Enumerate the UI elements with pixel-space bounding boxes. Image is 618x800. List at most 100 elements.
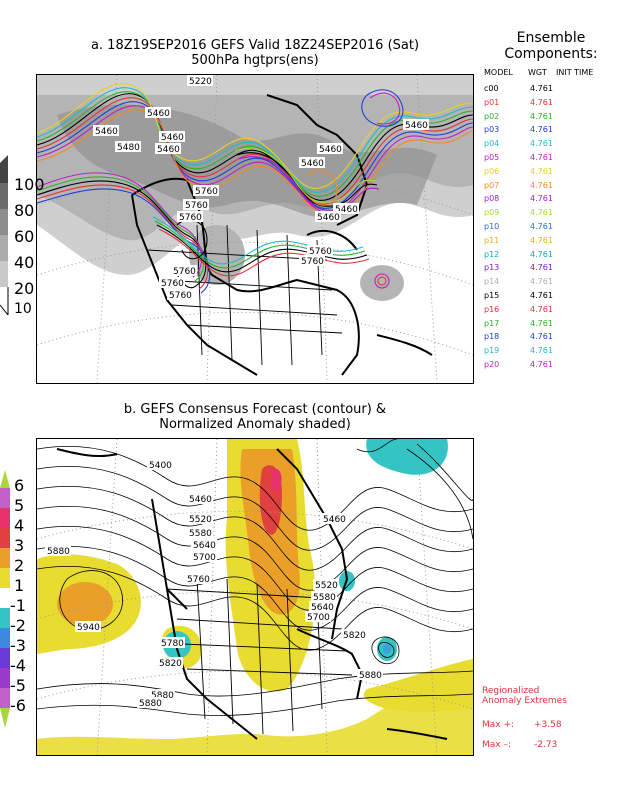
- extremes-title-line2: Anomaly Extremes: [482, 696, 567, 706]
- member-name: p14: [484, 277, 500, 287]
- max-minus-label: Max –:: [482, 740, 511, 750]
- svg-text:5760: 5760: [309, 247, 332, 257]
- ensemble-member-row: p06 4.761: [484, 167, 614, 180]
- svg-text:5520: 5520: [315, 581, 338, 591]
- member-weight: 4.761: [530, 332, 553, 342]
- member-weight: 4.761: [530, 360, 553, 369]
- member-name: p08: [484, 194, 500, 204]
- colorbar-b-label: 5: [14, 496, 25, 515]
- contour-label: 5460: [321, 513, 347, 525]
- contour-label: 5520: [187, 513, 213, 525]
- contour-label: 5760: [171, 265, 197, 277]
- ensemble-member-row: p04 4.761: [484, 139, 614, 152]
- panel-b-contour-labels: 5400 5460 5520 5580 5640 5700 5760 5880 …: [45, 459, 383, 709]
- contour-label: 5460: [315, 211, 341, 223]
- contour-label: 5700: [191, 551, 217, 563]
- svg-text:5760: 5760: [301, 257, 324, 267]
- member-weight: 4.761: [530, 125, 553, 135]
- contour-label: 5520: [313, 579, 339, 591]
- colorbar-b-label: -6: [10, 696, 26, 715]
- ensemble-member-row: p01 4.761: [484, 98, 614, 111]
- svg-text:5760: 5760: [173, 267, 196, 277]
- svg-text:5460: 5460: [189, 495, 212, 505]
- contour-label: 5580: [187, 527, 213, 539]
- colorbar-b-label: 6: [14, 476, 25, 495]
- member-name: p20: [484, 360, 500, 369]
- colorbar-a-label: 100: [14, 175, 45, 194]
- member-weight: 4.761: [530, 277, 553, 287]
- ensemble-member-row: p10 4.761: [484, 222, 614, 235]
- ensemble-member-row: p14 4.761: [484, 277, 614, 290]
- anomaly-extremes: Regionalized Anomaly Extremes Max +: +3.…: [482, 686, 616, 752]
- anomaly-neg-northeast: [366, 439, 448, 475]
- contour-label: 5460: [317, 143, 343, 155]
- colorbar-b-label: -3: [10, 636, 26, 655]
- contour-label: 5760: [299, 255, 325, 267]
- contour-label: 5760: [167, 289, 193, 301]
- svg-text:5700: 5700: [193, 553, 216, 563]
- col-init-time: INIT TIME: [556, 68, 594, 77]
- extremes-title-line1: Regionalized: [482, 686, 540, 696]
- member-name: p06: [484, 166, 500, 176]
- member-weight: 4.761: [530, 166, 553, 176]
- member-weight: 4.761: [530, 346, 553, 356]
- panel-a-colorbar-svg: [0, 155, 9, 317]
- contour-label: 5760: [305, 615, 331, 627]
- member-name: p11: [484, 235, 500, 245]
- colorbar-a-label: 60: [14, 227, 35, 246]
- ensemble-member-row: p20 4.761: [484, 360, 614, 373]
- contour-label: 5760: [307, 245, 333, 257]
- member-weight: 4.761: [530, 318, 553, 328]
- panel-a-title-line1: a. 18Z19SEP2016 GEFS Valid 18Z24SEP2016 …: [90, 38, 420, 53]
- panel-a-map: 5220 5460 5460 5460 5480 5460 5460 5460 …: [36, 74, 474, 384]
- panel-a-title: a. 18Z19SEP2016 GEFS Valid 18Z24SEP2016 …: [40, 38, 470, 68]
- spread-shading-atlantic: [360, 265, 404, 301]
- member-name: p13: [484, 263, 500, 273]
- contour-label: 5640: [191, 539, 217, 551]
- contour-label: 5880: [357, 669, 383, 681]
- ensemble-member-list: c00 4.761 p01 4.761 p02 4.761 p03 4.761 p04 4.761…: [484, 84, 618, 374]
- svg-text:5460: 5460: [157, 145, 180, 155]
- svg-text:5640: 5640: [311, 603, 334, 613]
- svg-text:5760: 5760: [195, 187, 218, 197]
- contour-label: 5460: [403, 119, 429, 131]
- svg-text:5760: 5760: [169, 291, 192, 301]
- member-name: p02: [484, 111, 500, 121]
- svg-text:5400: 5400: [149, 461, 172, 471]
- anomaly-pos-south: [37, 669, 473, 755]
- contour-label: 5940: [75, 621, 101, 633]
- member-name: p12: [484, 249, 500, 259]
- svg-text:5460: 5460: [147, 109, 170, 119]
- member-name: p17: [484, 318, 500, 328]
- contour-label: 5460: [299, 157, 325, 169]
- panel-b-colorbar-svg: [0, 470, 10, 728]
- ensemble-member-row: p08 4.761: [484, 194, 614, 207]
- member-weight: 4.761: [530, 208, 553, 218]
- member-name: p05: [484, 153, 500, 162]
- svg-text:5460: 5460: [95, 127, 118, 137]
- member-weight: 4.761: [530, 180, 553, 190]
- ensemble-title-line2: Components:: [504, 46, 598, 62]
- ensemble-member-row: p05 4.761: [484, 153, 614, 166]
- ensemble-member-row: p13 4.761: [484, 263, 614, 276]
- contour-label: 5460: [333, 203, 359, 215]
- ensemble-member-row: p15 4.761: [484, 291, 614, 304]
- ensemble-member-row: p19 4.761: [484, 346, 614, 359]
- ensemble-member-row: p12 4.761: [484, 250, 614, 263]
- col-wgt: WGT: [528, 68, 547, 77]
- member-weight: 4.761: [530, 222, 553, 231]
- colorbar-a-label: 80: [14, 201, 35, 220]
- svg-text:5760: 5760: [185, 201, 208, 211]
- contour-label: 5640: [309, 601, 335, 613]
- member-weight: 4.761: [530, 97, 553, 107]
- member-name: p10: [484, 222, 500, 231]
- ensemble-member-row: p02 4.761: [484, 112, 614, 125]
- svg-text:5760: 5760: [187, 575, 210, 585]
- anomaly-pos-central-peak: [271, 468, 282, 492]
- member-weight: 4.761: [530, 139, 553, 149]
- coastlines-b: [56, 448, 448, 740]
- col-model: MODEL: [484, 68, 513, 77]
- svg-text:5460: 5460: [317, 213, 340, 223]
- member-weight: 4.761: [530, 235, 553, 245]
- ensemble-member-row: p07 4.761: [484, 181, 614, 194]
